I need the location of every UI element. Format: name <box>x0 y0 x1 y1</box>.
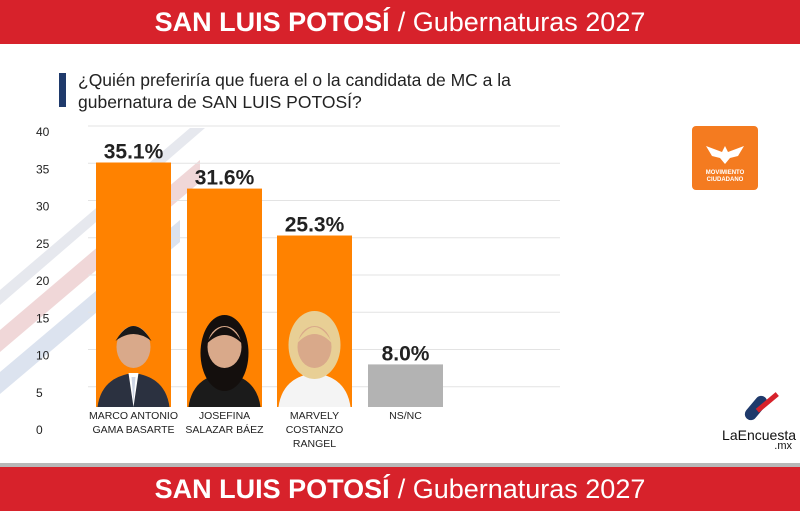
top-banner: SAN LUIS POTOSÍ / Gubernaturas 2027 <box>0 0 800 44</box>
category-label: JOSEFINA <box>199 410 250 422</box>
category-label: GAMA BASARTE <box>92 424 174 436</box>
value-label: 25.3% <box>285 214 345 237</box>
question-accent-bar <box>59 73 66 107</box>
category-label: SALAZAR BÁEZ <box>185 423 264 436</box>
candidate-photo <box>278 311 351 407</box>
category-label: MARCO ANTONIO <box>89 410 178 422</box>
candidate-photo <box>97 326 170 407</box>
laencuesta-logo: LaEncuesta .mx <box>716 392 796 454</box>
candidate-photo <box>188 315 261 407</box>
candidate-photos <box>97 311 351 407</box>
banner-title-state: SAN LUIS POTOSÍ <box>154 6 390 37</box>
laencuesta-stripes-icon <box>744 392 779 422</box>
category-labels: MARCO ANTONIO GAMA BASARTE JOSEFINASALAZAR… <box>89 410 422 450</box>
movimiento-ciudadano-logo: MOVIMIENTO CIUDADANO <box>692 126 758 190</box>
y-tick-label: 0 <box>36 423 43 437</box>
y-tick-label: 40 <box>36 125 50 139</box>
bottom-banner: SAN LUIS POTOSÍ / Gubernaturas 2027 <box>0 467 800 511</box>
category-label: RANGEL <box>293 438 336 450</box>
brand-name: LaEncuesta <box>722 427 796 443</box>
y-tick-label: 10 <box>36 349 50 363</box>
bar <box>368 364 443 407</box>
banner-title-subtitle-bottom: / Gubernaturas 2027 <box>397 473 646 504</box>
bars <box>96 162 443 407</box>
value-label: 35.1% <box>104 141 164 164</box>
y-tick-label: 20 <box>36 274 50 288</box>
value-label: 8.0% <box>382 342 430 365</box>
category-label: COSTANZO <box>286 424 344 436</box>
brand-tld: .mx <box>774 440 792 452</box>
party-name-line1: MOVIMIENTO <box>706 170 745 176</box>
y-tick-label: 25 <box>36 237 50 251</box>
value-labels: 35.1% 31.6% 25.3% 8.0% <box>104 141 430 366</box>
banner-title-subtitle: / Gubernaturas 2027 <box>397 6 646 37</box>
category-label: MARVELY <box>290 410 339 422</box>
category-label: NS/NC <box>389 410 422 422</box>
y-tick-label: 5 <box>36 386 43 400</box>
eagle-icon: MOVIMIENTO CIUDADANO <box>706 146 745 183</box>
y-tick-label: 15 <box>36 311 50 325</box>
party-name-line2: CIUDADANO <box>707 177 744 183</box>
question-text: ¿Quién preferiría que fuera el o la cand… <box>78 70 511 112</box>
y-tick-label: 35 <box>36 162 50 176</box>
bar <box>96 162 171 407</box>
bottom-divider <box>0 463 800 467</box>
value-label: 31.6% <box>195 167 255 190</box>
y-tick-label: 30 <box>36 200 50 214</box>
y-axis: 0 5 10 15 20 25 30 35 40 <box>36 125 50 437</box>
banner-title-state-bottom: SAN LUIS POTOSÍ <box>154 473 390 504</box>
